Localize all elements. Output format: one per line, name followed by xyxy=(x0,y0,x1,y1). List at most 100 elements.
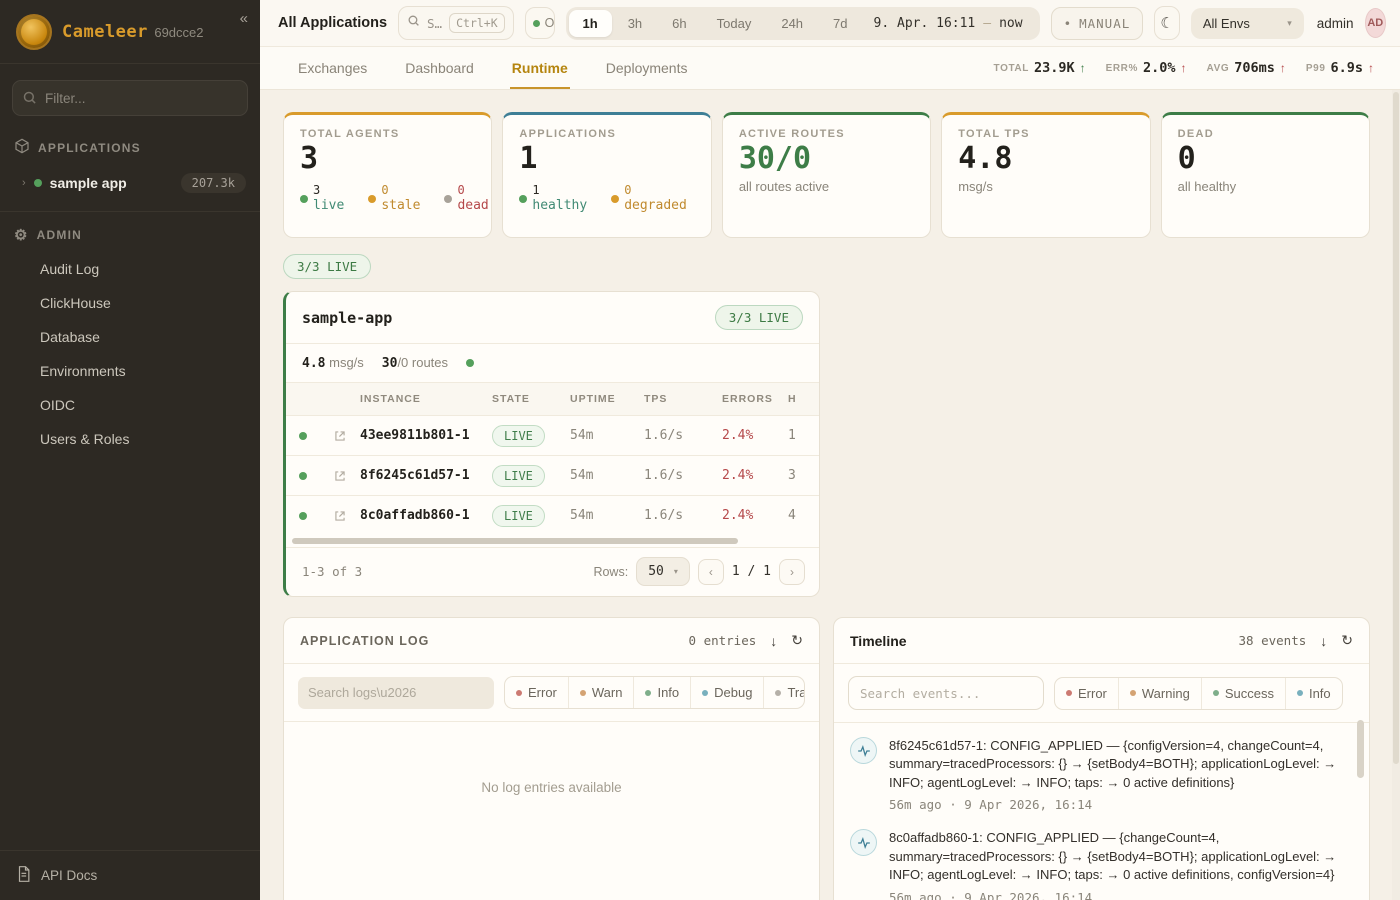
moon-icon: ☾ xyxy=(1160,15,1174,32)
brand-name: Cameleer xyxy=(62,22,148,42)
refresh-mode-button[interactable]: • MANUAL xyxy=(1050,6,1144,40)
document-icon xyxy=(16,866,31,885)
page-title: All Applications xyxy=(278,15,388,31)
filter-chip-warning[interactable]: Warning xyxy=(1119,677,1202,709)
sidebar-filter-input[interactable] xyxy=(12,80,248,116)
filter-chip-info[interactable]: Info xyxy=(1286,678,1342,709)
admin-section-header: ⚙ ADMIN xyxy=(0,214,260,252)
activity-icon xyxy=(850,829,877,857)
card-total-agents: TOTAL AGENTS 3 3 live 0 stale 0 dead xyxy=(283,112,493,238)
log-entries-count: 0 entries xyxy=(688,633,757,648)
filter-chip-trace[interactable]: Trace xyxy=(764,677,804,708)
time-range-today[interactable]: Today xyxy=(703,10,766,37)
next-page-button[interactable]: › xyxy=(779,558,805,585)
date-separator: — xyxy=(983,15,992,31)
state-badge: LIVE xyxy=(492,424,545,447)
log-level-filters: Error Warn Info Debug Trace xyxy=(504,676,805,709)
dot-dead xyxy=(444,194,453,203)
filter-chip-warn[interactable]: Warn xyxy=(569,677,635,708)
global-search[interactable]: S… Ctrl+K xyxy=(398,6,514,40)
table-row[interactable]: 43ee9811b801-1 LIVE 54m 1.6/s 2.4% 1 xyxy=(286,415,819,455)
time-range-1h[interactable]: 1h xyxy=(568,9,612,37)
external-link-icon[interactable] xyxy=(320,509,360,523)
trend-up-icon: ↑ xyxy=(1368,61,1374,75)
divider xyxy=(0,211,260,212)
brand-header: Cameleer 69dcce2 « xyxy=(0,0,260,64)
sidebar-collapse-icon[interactable]: « xyxy=(239,10,248,27)
tab-dashboard[interactable]: Dashboard xyxy=(405,59,474,76)
card-active-routes: ACTIVE ROUTES 30/0 all routes active xyxy=(721,112,932,238)
external-link-icon[interactable] xyxy=(320,429,360,443)
sidebar-item-oidc[interactable]: OIDC xyxy=(40,397,75,413)
trend-up-icon: ↑ xyxy=(1079,61,1086,75)
refresh-icon[interactable]: ↻ xyxy=(791,632,803,648)
application-card-sample-app: sample-app 3/3 LIVE 4.8 msg/s 30/0 route… xyxy=(283,291,820,597)
filter-chip-info[interactable]: Info xyxy=(634,677,692,708)
row-range: 1-3 of 3 xyxy=(302,564,363,579)
instances-table: INSTANCE STATE UPTIME TPS ERRORS H 43ee9… xyxy=(286,382,819,596)
date-from: 9. Apr. 16:11 xyxy=(873,15,976,31)
date-range-display[interactable]: 9. Apr. 16:11 — now xyxy=(864,16,1037,31)
timeline-panel: Timeline 38 events ↓ ↻ Error Warning Suc… xyxy=(833,617,1370,900)
table-row[interactable]: 8f6245c61d57-1 LIVE 54m 1.6/s 2.4% 3 xyxy=(286,455,819,495)
environment-select[interactable]: All Envs ▾ xyxy=(1190,7,1304,39)
tab-runtime[interactable]: Runtime xyxy=(509,48,570,89)
tab-deployments[interactable]: Deployments xyxy=(605,59,688,76)
filter-chip-error[interactable]: Error xyxy=(1055,677,1119,709)
prev-page-button[interactable]: ‹ xyxy=(697,558,724,585)
row-status-dot xyxy=(299,511,307,520)
sidebar-item-clickhouse[interactable]: ClickHouse xyxy=(40,295,111,311)
group-live-badge[interactable]: 3/3 LIVE xyxy=(283,254,372,279)
avatar[interactable]: AD xyxy=(1364,8,1386,38)
refresh-icon[interactable]: ↻ xyxy=(1341,632,1353,648)
event-timestamp: 56m ago · 9 Apr 2026, 16:14 xyxy=(889,797,1093,813)
horizontal-scrollbar[interactable] xyxy=(292,538,811,544)
trend-up-icon: ↑ xyxy=(1180,61,1187,75)
filter-chip-success[interactable]: Success xyxy=(1202,677,1286,709)
application-log-title: APPLICATION LOG xyxy=(300,633,430,648)
manual-label: MANUAL xyxy=(1079,15,1131,31)
dark-mode-toggle[interactable]: ☾ xyxy=(1154,6,1180,40)
sidebar-item-database[interactable]: Database xyxy=(40,329,100,345)
download-icon[interactable]: ↓ xyxy=(1320,632,1328,649)
package-icon xyxy=(14,138,30,157)
sidebar-item-environments[interactable]: Environments xyxy=(40,363,126,379)
sidebar-item-users-roles[interactable]: Users & Roles xyxy=(40,431,130,447)
content: TOTAL AGENTS 3 3 live 0 stale 0 dead APPLIC… xyxy=(260,90,1400,900)
application-name[interactable]: sample-app xyxy=(302,308,393,327)
sidebar-item-api-docs[interactable]: API Docs xyxy=(0,850,260,900)
rows-per-page-select[interactable]: 50 ▾ xyxy=(636,557,690,586)
time-range-24h[interactable]: 24h xyxy=(767,10,817,37)
env-select-value: All Envs xyxy=(1202,15,1250,31)
date-to: now xyxy=(999,15,1023,31)
time-range-6h[interactable]: 6h xyxy=(658,10,700,37)
search-placeholder: S… xyxy=(427,15,443,31)
timeline-events-count: 38 events xyxy=(1238,633,1307,648)
timeline-search-input[interactable] xyxy=(848,676,1044,710)
summary-stats: TOTAL 23.9K ↑ ERR% 2.0% ↑ AVG 706ms ↑ P9… xyxy=(994,60,1374,76)
search-icon xyxy=(22,90,37,110)
filter-chip-debug[interactable]: Debug xyxy=(691,677,765,708)
stat-total: TOTAL 23.9K ↑ xyxy=(993,60,1086,76)
connection-status-pill[interactable]: O xyxy=(524,7,555,39)
time-range-3h[interactable]: 3h xyxy=(614,10,656,37)
sidebar-item-audit-log[interactable]: Audit Log xyxy=(40,261,100,277)
timeline-scrollbar[interactable] xyxy=(1357,720,1364,778)
timeline-event[interactable]: 8c0affadb860-1: CONFIG_APPLIED — {change… xyxy=(850,829,1347,900)
log-search-input[interactable] xyxy=(298,676,494,709)
table-row[interactable]: 8c0affadb860-1 LIVE 54m 1.6/s 2.4% 4 xyxy=(286,495,819,535)
filter-chip-error[interactable]: Error xyxy=(505,677,569,708)
dot-stale xyxy=(368,194,377,203)
api-docs-label: API Docs xyxy=(41,868,98,883)
tab-exchanges[interactable]: Exchanges xyxy=(298,59,368,76)
chevron-right-icon[interactable]: › xyxy=(22,177,26,189)
page-scrollbar[interactable] xyxy=(1392,90,1400,900)
timeline-event[interactable]: 8f6245c61d57-1: CONFIG_APPLIED — {config… xyxy=(850,737,1347,812)
time-range-7d[interactable]: 7d xyxy=(819,10,861,37)
sidebar-item-sample-app[interactable]: › sample app 207.3k xyxy=(0,165,260,203)
external-link-icon[interactable] xyxy=(320,469,360,483)
application-live-badge: 3/3 LIVE xyxy=(714,305,803,330)
stat-avg: AVG 706ms ↑ xyxy=(1206,60,1286,76)
download-icon[interactable]: ↓ xyxy=(770,632,778,649)
